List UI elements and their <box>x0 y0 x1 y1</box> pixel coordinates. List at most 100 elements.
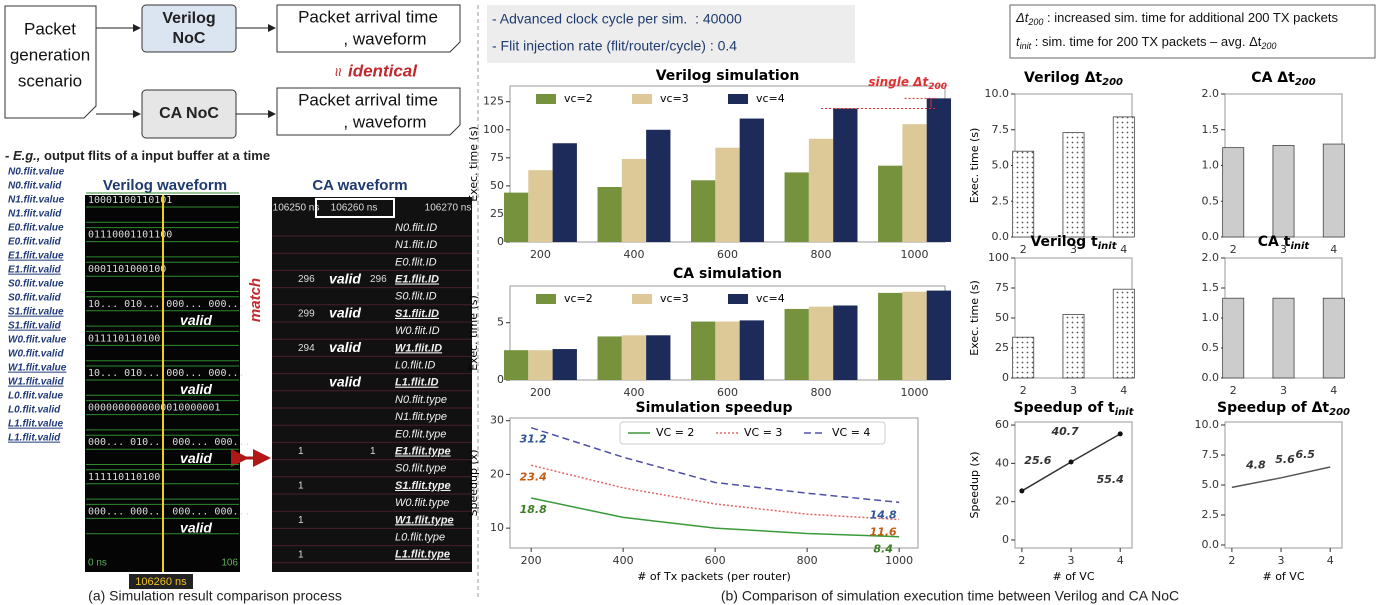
y-tick-label: 10.0 <box>985 87 1010 100</box>
bar <box>878 166 902 242</box>
data-label: 5.6 <box>1275 453 1295 466</box>
signal-name: S0.flit.valid <box>8 293 62 304</box>
y-tick-label: 30 <box>490 414 504 427</box>
valid-label: valid <box>180 381 212 397</box>
chart-title: Simulation speedup <box>636 400 793 416</box>
bar <box>1063 314 1084 378</box>
data-label: 4.8 <box>1245 458 1266 471</box>
y-tick-label: 40 <box>995 456 1009 469</box>
signal-value: 296 <box>370 274 387 285</box>
signal-name: S1.flit.ID <box>395 308 439 320</box>
bar <box>740 320 764 380</box>
point <box>1069 460 1074 465</box>
legend-label: vc=4 <box>756 92 785 105</box>
example-dash: - <box>5 148 13 163</box>
signal-name: S0.flit.value <box>8 279 64 290</box>
y-tick-label: 0 <box>1002 371 1009 384</box>
y-tick-label: 10 <box>490 521 504 534</box>
point <box>1118 431 1123 436</box>
y-tick-label: 0.0 <box>1202 371 1220 384</box>
x-tick-label: 2 <box>1230 243 1237 256</box>
data-label: 40.7 <box>1050 425 1078 438</box>
signal-name: W1.flit.value <box>8 363 67 374</box>
y-axis-label: Exec. time (s) <box>968 280 981 356</box>
x-axis-label: # of VC <box>1052 570 1094 583</box>
line <box>531 465 899 519</box>
bar <box>785 309 809 380</box>
chart-title: Verilog simulation <box>656 68 800 84</box>
x-tick-label: 4 <box>1117 554 1124 567</box>
annotation-sub: 200 <box>928 82 947 92</box>
bar <box>1013 337 1034 378</box>
definition-sub: 200 <box>1027 17 1043 27</box>
chart: Speedup of Δt2000.02.55.07.510.0# of VC2… <box>1195 400 1351 583</box>
bar <box>1323 298 1344 378</box>
y-tick-label: 0.0 <box>1202 538 1220 551</box>
y-tick-label: 7.5 <box>992 123 1010 136</box>
y-tick-label: 75 <box>995 281 1009 294</box>
valid-label: valid <box>329 374 361 390</box>
end-label: 31.2 <box>520 433 547 446</box>
valid-label: valid <box>180 519 212 535</box>
legend-label: VC = 4 <box>832 426 870 439</box>
title-main: Speedup of t <box>1013 400 1115 416</box>
bar <box>902 292 926 380</box>
y-tick-label: 60 <box>995 418 1009 431</box>
x-tick-label: 400 <box>623 248 644 261</box>
y-tick-label: 5 <box>497 316 504 329</box>
point <box>1019 488 1024 493</box>
title-main: Verilog t <box>1030 234 1098 250</box>
bar <box>622 335 646 380</box>
legend-label: vc=2 <box>564 292 593 305</box>
legend-swatch <box>632 94 652 104</box>
time-label: 106270 ns <box>425 203 472 214</box>
y-tick-label: 2.0 <box>1202 251 1220 264</box>
param-text: - Flit injection rate (flit/router/cycle… <box>492 38 737 54</box>
page: Packet generation scenario Verilog NoC C… <box>0 0 1380 605</box>
definition-text: : sim. time for 200 TX packets – avg. Δt <box>1031 34 1262 49</box>
y-tick-label: 1.5 <box>1202 281 1220 294</box>
x-tick-label: 1000 <box>901 386 929 399</box>
end-label: 18.8 <box>520 503 547 516</box>
data-label: 6.5 <box>1295 448 1315 461</box>
y-tick-label: 5.0 <box>992 159 1010 172</box>
signal-name: E0.flit.valid <box>8 237 62 248</box>
signal-name: N0.flit.ID <box>395 222 437 234</box>
x-tick-label: 600 <box>717 386 738 399</box>
output-text: , waveform <box>343 29 426 48</box>
y-tick-label: 2.5 <box>992 194 1010 207</box>
signal-value: 011110110100 <box>88 333 160 344</box>
y-tick-label: 50 <box>490 179 504 192</box>
signal-name: W0.flit.value <box>8 335 67 346</box>
match-label: match <box>247 278 264 322</box>
x-tick-label: 2 <box>1230 384 1237 397</box>
x-tick-label: 4 <box>1120 243 1127 256</box>
signal-value: 299 <box>298 309 315 320</box>
signal-name: S0.flit.type <box>395 463 446 475</box>
title-main: CA t <box>1258 234 1291 250</box>
title-sub: 200 <box>1295 77 1316 88</box>
legend-swatch <box>536 294 556 304</box>
definition-sub: 200 <box>1260 41 1276 51</box>
signal-name: L0.flit.valid <box>8 405 61 416</box>
chart: CA tinit0.00.51.01.52.0234 <box>1202 234 1345 397</box>
y-tick-label: 100 <box>483 123 504 136</box>
end-label: 8.4 <box>873 543 893 556</box>
y-tick-label: 25 <box>995 341 1009 354</box>
signal-name: E1.flit.type <box>395 446 451 458</box>
time-label: 106260 ns <box>331 203 378 214</box>
x-tick-label: 4 <box>1330 243 1337 256</box>
valid-label: valid <box>180 312 212 328</box>
definition-text: : increased sim. time for additional 200… <box>1043 10 1338 25</box>
bar <box>1113 289 1134 378</box>
chart: Simulation speedup102030Speedup (x)# of … <box>467 400 918 583</box>
y-tick-label: 10.0 <box>1195 418 1220 431</box>
x-tick-label: 800 <box>811 248 832 261</box>
chart: CA Δt2000.00.51.01.52.0234 <box>1202 70 1345 256</box>
chart: CA simulation05Exec. time (s)20040060080… <box>467 266 951 399</box>
signal-name: W1.flit.valid <box>8 377 64 388</box>
y-tick-label: 75 <box>490 151 504 164</box>
